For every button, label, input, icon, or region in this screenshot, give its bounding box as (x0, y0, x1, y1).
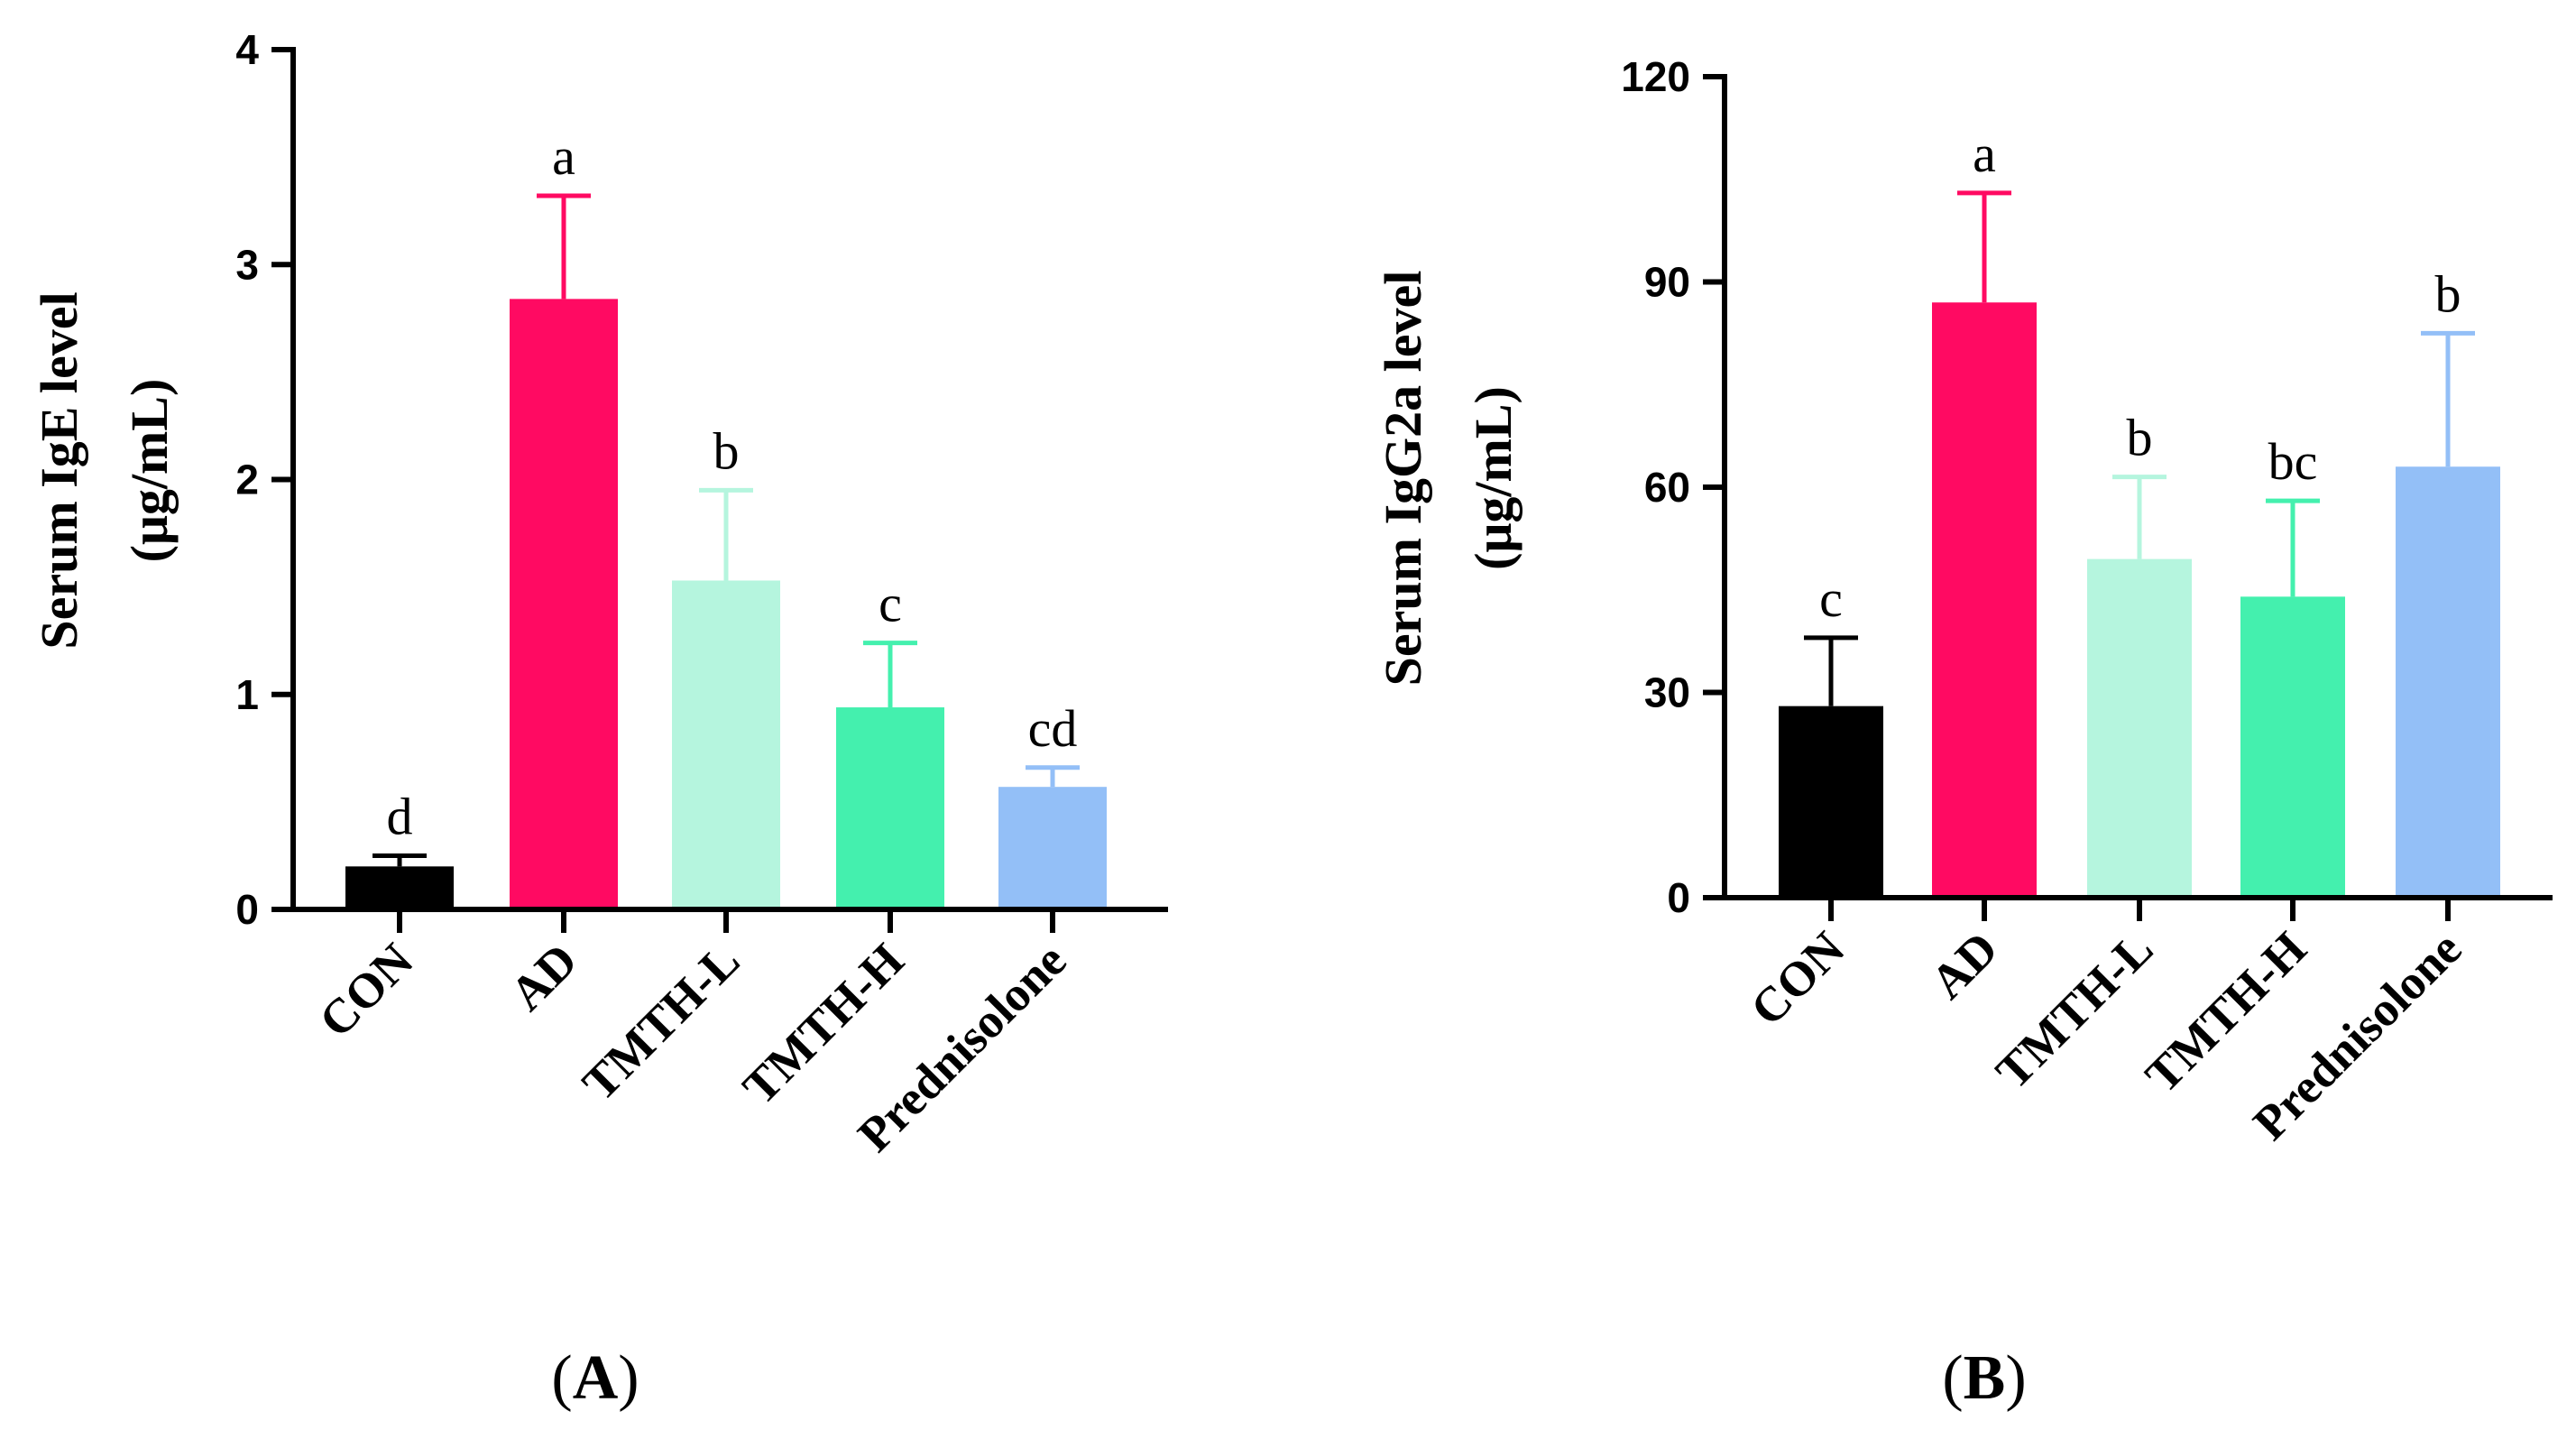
x-tick-label: AD (1920, 921, 2009, 1010)
significance-label: bc (2268, 432, 2318, 491)
bar (1932, 302, 2037, 898)
y-tick-label: 4 (235, 26, 259, 73)
bar (345, 866, 454, 909)
y-axis-title: Serum IgE level (30, 291, 88, 649)
x-tick-label: CON (1740, 921, 1854, 1036)
significance-label: b (2127, 409, 2153, 467)
y-tick-label: 3 (235, 241, 259, 288)
bar (998, 787, 1107, 909)
significance-label: c (879, 575, 902, 633)
y-axis-title: Serum IgG2a level (1374, 271, 1432, 687)
significance-label: d (387, 787, 413, 845)
bar (672, 580, 780, 909)
significance-label: cd (1028, 699, 1078, 758)
y-tick-label: 2 (235, 457, 259, 503)
bar (2240, 596, 2345, 898)
y-axis-unit: (μg/mL) (1464, 386, 1523, 570)
y-tick-label: 0 (1667, 874, 1690, 921)
y-axis-unit: (μg/mL) (120, 379, 179, 563)
y-tick-label: 120 (1621, 53, 1690, 100)
x-tick-label: TMTH-L (572, 933, 750, 1111)
x-tick-label: TMTH-L (1985, 921, 2163, 1099)
significance-label: a (1973, 125, 1996, 183)
significance-label: c (1819, 569, 1843, 628)
bar (2087, 558, 2192, 898)
bar (2396, 466, 2500, 898)
panel-label: (A) (551, 1343, 639, 1413)
x-tick-label: AD (500, 933, 588, 1021)
significance-label: b (713, 421, 740, 480)
y-tick-label: 90 (1644, 259, 1690, 306)
bar (510, 299, 618, 909)
y-tick-label: 1 (235, 671, 259, 718)
significance-label: b (2435, 264, 2461, 323)
x-tick-label: CON (308, 933, 423, 1047)
panel-label: (B) (1942, 1343, 2026, 1413)
y-tick-label: 0 (235, 886, 259, 933)
significance-label: a (552, 127, 575, 186)
y-tick-label: 60 (1644, 464, 1690, 511)
y-tick-label: 30 (1644, 669, 1690, 716)
bar (836, 707, 944, 909)
bar (1779, 706, 1883, 898)
